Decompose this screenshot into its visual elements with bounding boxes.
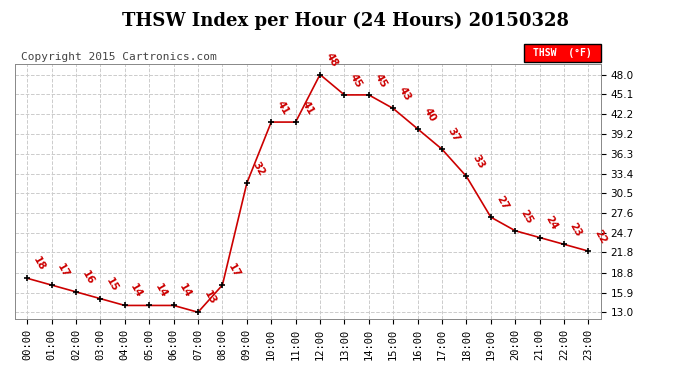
Text: 45: 45 [373, 72, 388, 90]
Text: 15: 15 [104, 276, 120, 293]
Text: 45: 45 [348, 72, 364, 90]
Text: THSW Index per Hour (24 Hours) 20150328: THSW Index per Hour (24 Hours) 20150328 [121, 11, 569, 30]
Text: 14: 14 [153, 282, 169, 300]
Text: 13: 13 [201, 289, 217, 307]
Text: THSW  (°F): THSW (°F) [533, 48, 592, 58]
Text: 41: 41 [299, 99, 315, 117]
Text: 14: 14 [128, 282, 144, 300]
Text: 37: 37 [446, 126, 462, 144]
Text: Copyright 2015 Cartronics.com: Copyright 2015 Cartronics.com [21, 52, 217, 62]
Text: 16: 16 [79, 269, 96, 286]
Text: 22: 22 [592, 228, 608, 246]
Text: 33: 33 [470, 153, 486, 171]
Text: 40: 40 [422, 106, 437, 123]
Text: 48: 48 [324, 51, 339, 69]
Text: 43: 43 [397, 86, 413, 103]
Text: 17: 17 [55, 262, 71, 280]
Text: 27: 27 [495, 194, 511, 212]
Text: 25: 25 [519, 208, 535, 225]
FancyBboxPatch shape [524, 44, 600, 62]
Text: 18: 18 [31, 255, 47, 273]
Text: 41: 41 [275, 99, 291, 117]
Text: 32: 32 [250, 160, 266, 178]
Text: 24: 24 [543, 214, 560, 232]
Text: 17: 17 [226, 262, 242, 280]
Text: 23: 23 [568, 221, 584, 239]
Text: 14: 14 [177, 282, 193, 300]
